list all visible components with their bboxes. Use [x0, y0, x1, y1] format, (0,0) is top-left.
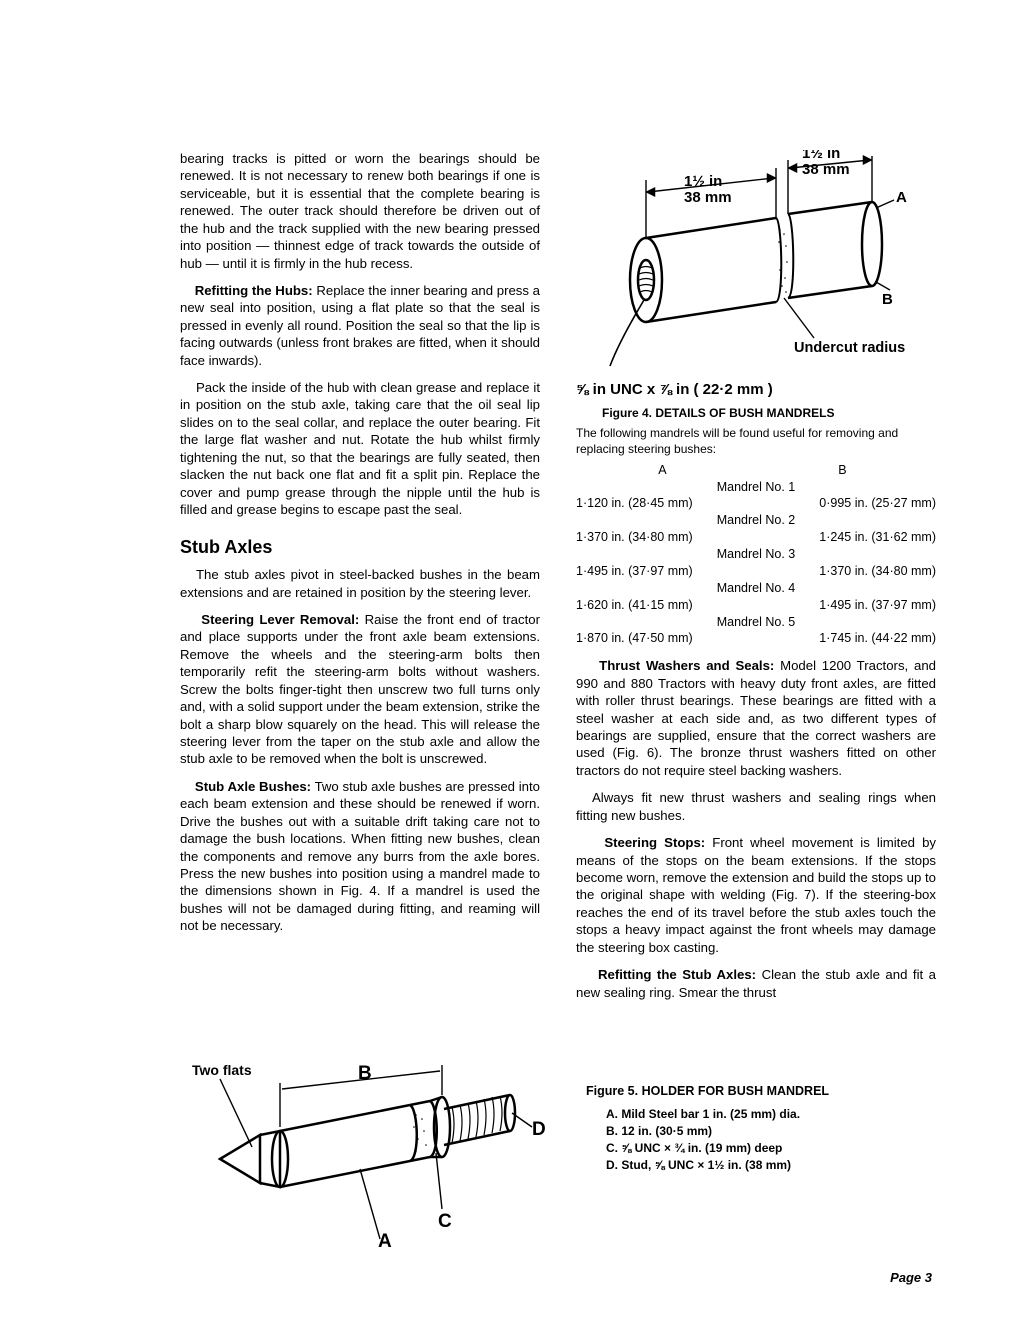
lead-steering-lever: Steering Lever Removal: [201, 612, 359, 627]
svg-text:Undercut radius: Undercut radius [794, 340, 905, 356]
fig5-legend-c: C. ⅝ UNC × ¾ in. (19 mm) deep [606, 1140, 936, 1156]
lead-refitting-hubs: Refitting the Hubs: [195, 283, 313, 298]
para-thrust-washers: Thrust Washers and Seals: Model 1200 Tra… [576, 657, 936, 779]
fig4-note: The following mandrels will be found use… [576, 426, 936, 458]
right-column: 1½ in 38 mm 1½ in 38 mm A B Undercut rad… [576, 150, 936, 1011]
heading-stub-axles: Stub Axles [180, 536, 540, 560]
mandrel-row-1: 1·120 in. (28·45 mm)0·995 in. (25·27 mm) [576, 495, 936, 512]
mandrel-row-5: 1·870 in. (47·50 mm)1·745 in. (44·22 mm) [576, 630, 936, 647]
svg-text:A: A [378, 1231, 392, 1249]
svg-text:B: B [882, 291, 893, 308]
lead-stub-axle-bushes: Stub Axle Bushes: [195, 779, 311, 794]
figure-5-diagram: Two flats B D C A [180, 1039, 550, 1249]
para-refitting-stub-axles: Refitting the Stub Axles: Clean the stub… [576, 966, 936, 1001]
para-stub-axle-bushes: Stub Axle Bushes: Two stub axle bushes a… [180, 778, 540, 935]
svg-text:B: B [358, 1063, 372, 1084]
mandrel-hdr-a: A [576, 462, 749, 479]
para-stub-axles-intro: The stub axles pivot in steel-backed bus… [180, 566, 540, 601]
para-pack-hub: Pack the inside of the hub with clean gr… [180, 379, 540, 518]
mandrel-hdr-b: B [749, 462, 936, 479]
lead-thrust-washers: Thrust Washers and Seals: [599, 658, 774, 673]
mandrel-label-1: Mandrel No. 1 [576, 479, 936, 496]
page-number: Page 3 [890, 1270, 932, 1285]
para-steering-stops: Steering Stops: Front wheel movement is … [576, 834, 936, 956]
fig5-legend-d: D. Stud, ⅝ UNC × 1½ in. (38 mm) [606, 1157, 936, 1173]
fig4-caption: Figure 4. DETAILS OF BUSH MANDRELS [602, 406, 936, 422]
mandrel-label-3: Mandrel No. 3 [576, 546, 936, 563]
para-steering-lever-removal: Steering Lever Removal: Raise the front … [180, 611, 540, 768]
svg-text:Two flats: Two flats [192, 1062, 252, 1078]
fig5-legend-block: Figure 5. HOLDER FOR BUSH MANDREL A. Mil… [586, 1039, 936, 1254]
mandrel-label-4: Mandrel No. 4 [576, 580, 936, 597]
svg-text:38 mm: 38 mm [684, 189, 732, 206]
para-bearing-tracks: bearing tracks is pitted or worn the bea… [180, 150, 540, 272]
svg-text:1½ in: 1½ in [684, 173, 722, 190]
lead-refitting-stub: Refitting the Stub Axles: [598, 967, 756, 982]
svg-text:A: A [896, 189, 907, 206]
lead-steering-stops: Steering Stops: [604, 835, 705, 850]
figure-4-diagram: 1½ in 38 mm 1½ in 38 mm A B Undercut rad… [576, 150, 916, 370]
fig5-caption: Figure 5. HOLDER FOR BUSH MANDREL [586, 1083, 936, 1100]
left-column: bearing tracks is pitted or worn the bea… [180, 150, 540, 1011]
svg-text:38 mm: 38 mm [802, 161, 850, 178]
svg-text:D: D [532, 1119, 546, 1140]
mandrel-label-2: Mandrel No. 2 [576, 512, 936, 529]
mandrel-row-4: 1·620 in. (41·15 mm)1·495 in. (37·97 mm) [576, 597, 936, 614]
mandrel-label-5: Mandrel No. 5 [576, 614, 936, 631]
fig5-legend-b: B. 12 in. (30·5 mm) [606, 1123, 936, 1139]
para-fit-new-washers: Always fit new thrust washers and sealin… [576, 789, 936, 824]
para-refitting-hubs: Refitting the Hubs: Replace the inner be… [180, 282, 540, 369]
fig5-legend-a: A. Mild Steel bar 1 in. (25 mm) dia. [606, 1106, 936, 1122]
mandrel-row-2: 1·370 in. (34·80 mm)1·245 in. (31·62 mm) [576, 529, 936, 546]
mandrel-table: A B Mandrel No. 1 1·120 in. (28·45 mm)0·… [576, 462, 936, 648]
fig4-thread-spec: ⅝ in UNC x ⅞ in ( 22·2 mm ) [576, 380, 936, 400]
svg-text:C: C [438, 1211, 452, 1232]
mandrel-row-3: 1·495 in. (37·97 mm)1·370 in. (34·80 mm) [576, 563, 936, 580]
